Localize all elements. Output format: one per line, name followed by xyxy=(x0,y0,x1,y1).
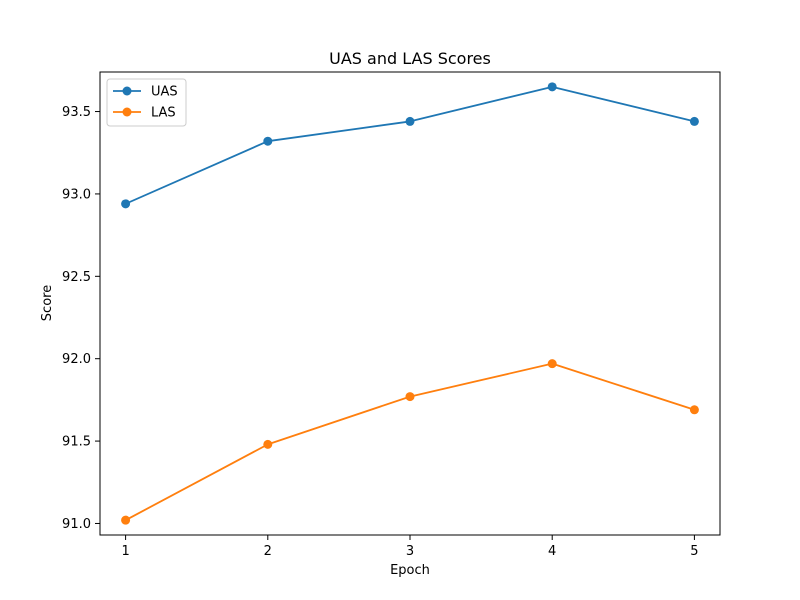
data-point-uas xyxy=(263,136,273,146)
x-tick-label: 2 xyxy=(264,544,272,559)
data-point-las xyxy=(689,405,699,415)
chart-title: UAS and LAS Scores xyxy=(329,49,491,68)
x-tick-label: 4 xyxy=(548,544,556,559)
x-axis-label: Epoch xyxy=(390,563,430,578)
x-axis-ticks: 1 2 3 4 5 xyxy=(121,535,699,559)
y-axis-label: Score xyxy=(40,285,55,321)
data-point-las xyxy=(405,392,415,402)
legend-label-las: LAS xyxy=(151,106,176,121)
x-tick-label: 1 xyxy=(121,544,129,559)
data-point-uas xyxy=(689,116,699,126)
data-point-uas xyxy=(547,82,557,92)
y-tick-label: 93.0 xyxy=(62,187,91,202)
y-tick-label: 93.5 xyxy=(62,105,91,120)
y-tick-label: 91.0 xyxy=(62,517,91,532)
y-tick-label: 92.5 xyxy=(62,270,91,285)
y-tick-label: 91.5 xyxy=(62,435,91,450)
legend-marker-uas xyxy=(122,86,132,96)
data-point-las xyxy=(121,515,131,525)
y-axis-ticks: 91.0 91.5 92.0 92.5 93.0 93.5 xyxy=(62,105,100,532)
x-tick-label: 3 xyxy=(406,544,414,559)
data-point-uas xyxy=(121,199,131,209)
data-point-uas xyxy=(405,116,415,126)
y-tick-label: 92.0 xyxy=(62,352,91,367)
series-layer xyxy=(121,82,699,525)
data-point-las xyxy=(547,359,557,369)
legend-marker-las xyxy=(122,107,132,117)
legend: UAS LAS xyxy=(106,78,187,127)
legend-label-uas: UAS xyxy=(151,85,178,100)
data-point-las xyxy=(263,439,273,449)
x-tick-label: 5 xyxy=(690,544,698,559)
